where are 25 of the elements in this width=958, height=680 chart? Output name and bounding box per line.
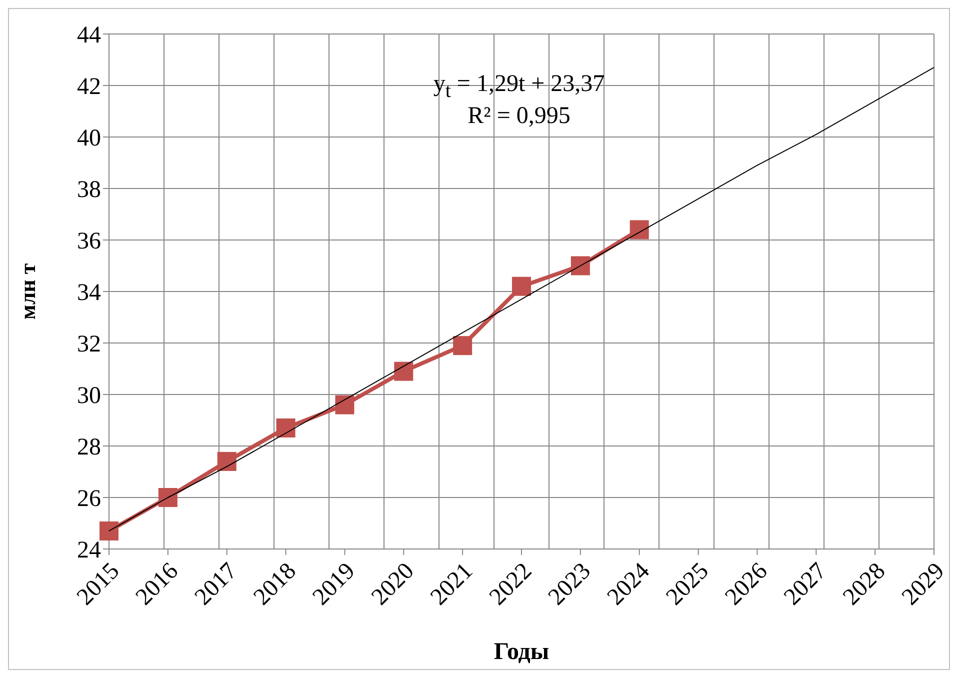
point: [453, 336, 472, 356]
annotation: y$_{t}$ = 1,29t + 23,37: [432, 71, 606, 103]
y-tick-label: 40: [77, 126, 101, 152]
y-axis-title: млн т: [14, 263, 40, 320]
point: [158, 488, 178, 507]
y-tick-label: 42: [77, 74, 101, 100]
y-tick-label: 24: [77, 538, 101, 564]
annotation: R² = 0,995: [466, 103, 572, 130]
point: [276, 418, 296, 438]
x-axis-title: Годы: [494, 639, 550, 665]
point: [335, 395, 354, 414]
point: [100, 521, 118, 540]
point: [630, 220, 649, 240]
point: [394, 362, 414, 381]
y-tick-label: 34: [77, 280, 101, 306]
point: [217, 452, 236, 471]
y-tick-label: 32: [77, 332, 101, 358]
y-tick-label: 26: [77, 486, 101, 512]
y-tick-label: 38: [77, 177, 101, 204]
y-tick-label: 30: [77, 383, 101, 410]
point: [512, 276, 531, 296]
y-tick-label: 28: [77, 434, 101, 461]
y-tick-label: 44: [77, 22, 101, 49]
point: [570, 256, 590, 276]
y-tick-label: 36: [77, 228, 101, 255]
